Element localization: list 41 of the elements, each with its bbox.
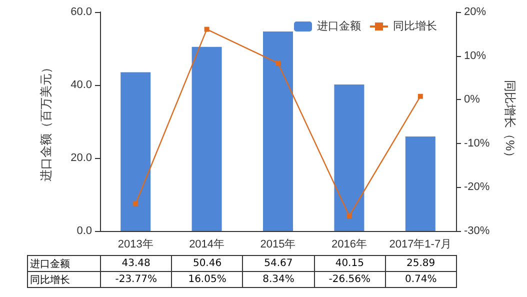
- text: 同比增长: [30, 274, 70, 286]
- x-tick-label: 2017年1-7月: [389, 238, 452, 250]
- bar: [334, 84, 364, 231]
- point: [346, 213, 352, 218]
- y2-axis-title: 同比增长（%）: [503, 80, 517, 163]
- x-tick-label: 2014年: [189, 238, 225, 250]
- point: [204, 26, 210, 32]
- data-label: 0.74%: [385, 272, 456, 288]
- x-tick-label: 2015年: [260, 238, 296, 250]
- data-label: 43.48: [100, 256, 172, 272]
- x-tick-label: 2016年: [331, 238, 367, 250]
- y2-tick-label: -30%: [464, 225, 490, 237]
- data-label: 8.34%: [242, 272, 314, 288]
- data-label: -23.77%: [100, 272, 172, 288]
- point: [276, 60, 280, 66]
- bar: [405, 136, 436, 231]
- data-label: -26.56%: [314, 272, 386, 288]
- data-label: 50.46: [172, 256, 243, 272]
- y-tick-label: 60.0: [70, 6, 92, 18]
- bar: [263, 31, 293, 231]
- point: [418, 94, 423, 99]
- x-tick-label: 2013年: [118, 238, 154, 250]
- y-tick-label: 40.0: [70, 79, 92, 91]
- y2-tick-label: 0%: [464, 94, 480, 106]
- data-label: 16.05%: [172, 272, 243, 288]
- y-tick-label: 0.0: [76, 225, 92, 237]
- data-label: 54.67: [242, 256, 314, 272]
- y-axis-title: 进口金额（百万美元）: [39, 62, 53, 182]
- y2-tick-label: 10%: [464, 50, 486, 62]
- bar: [120, 72, 151, 231]
- text: 进口金额: [30, 258, 70, 270]
- y2-tick-label: 20%: [464, 6, 486, 18]
- bar: [192, 46, 222, 231]
- legend-label: 进口金额: [317, 20, 361, 32]
- data-label: 25.89: [385, 256, 456, 272]
- y-tick-label: 20.0: [70, 152, 92, 164]
- point: [133, 201, 138, 206]
- legend-label: 同比增长: [393, 20, 437, 32]
- y2-tick-label: -10%: [464, 137, 490, 150]
- y2-tick-label: -20%: [464, 181, 490, 194]
- data-label: 40.15: [314, 256, 386, 272]
